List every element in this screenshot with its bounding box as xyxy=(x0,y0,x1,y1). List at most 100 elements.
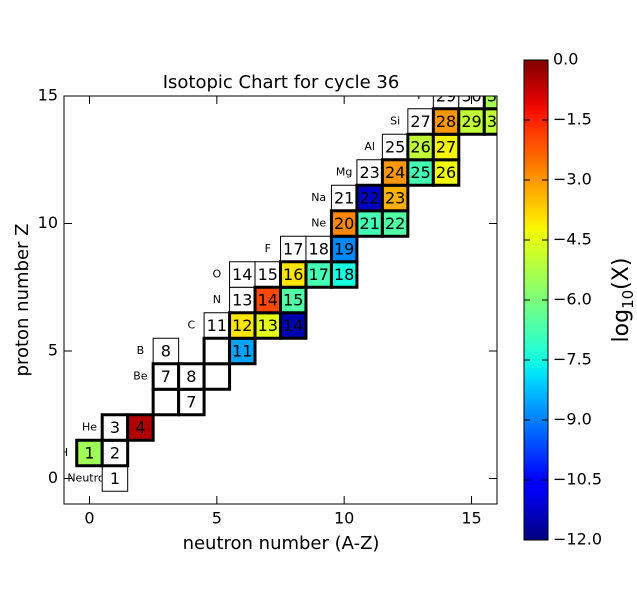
colorbar-tick-label: −12.0 xyxy=(553,530,602,549)
mass-number: 25 xyxy=(410,163,430,182)
nuclide-cell xyxy=(355,183,384,213)
nuclide-cell xyxy=(482,107,497,136)
mass-number: 1 xyxy=(110,469,120,488)
mass-number: 22 xyxy=(359,189,379,208)
y-axis-label: proton number Z xyxy=(12,224,33,377)
mass-number: 8 xyxy=(186,367,196,386)
mass-number: 2 xyxy=(110,444,120,463)
nuclide-cell xyxy=(151,387,181,417)
mass-number: 31 xyxy=(487,87,507,106)
colorbar-label-sub: 10 xyxy=(619,290,637,309)
mass-number: 25 xyxy=(385,138,405,157)
mass-number: 21 xyxy=(334,189,354,208)
element-label: Be xyxy=(133,370,148,383)
nuclide-cell xyxy=(279,285,308,315)
nuclide-cell xyxy=(126,413,155,442)
nuclide-cell xyxy=(406,132,435,162)
mass-number: 13 xyxy=(232,291,252,310)
mass-number: 22 xyxy=(385,214,405,233)
mass-number: 26 xyxy=(410,138,430,157)
mass-number: 7 xyxy=(161,367,171,386)
y-tick-label: 15 xyxy=(38,86,58,105)
colorbar-tick-label: 0.0 xyxy=(553,50,578,69)
plot-frame xyxy=(63,95,498,505)
element-label: B xyxy=(137,344,145,357)
element-label: Si xyxy=(390,115,400,128)
mass-number: 13 xyxy=(258,316,278,335)
element-label: Ne xyxy=(311,217,326,230)
element-label: F xyxy=(265,242,271,255)
x-axis-label: neutron number (A-Z) xyxy=(183,533,380,554)
mass-number: 8 xyxy=(161,342,171,361)
colorbar-label: log10(X) xyxy=(609,258,637,343)
mass-number: 23 xyxy=(385,189,405,208)
element-label: Neutron xyxy=(67,472,111,485)
mass-number: 26 xyxy=(436,163,456,182)
nuclide-cell xyxy=(100,438,130,468)
mass-number: 23 xyxy=(359,163,379,182)
nuclide-cell xyxy=(203,312,231,339)
mass-number: 20 xyxy=(334,214,354,233)
nuclide-cell xyxy=(75,438,104,468)
mass-number: 7 xyxy=(186,393,196,412)
nuclide-cell xyxy=(152,337,180,365)
y-tick-label: 10 xyxy=(38,213,58,232)
nuclide-cell xyxy=(177,362,206,391)
element-label: He xyxy=(82,421,97,434)
mass-number: 28 xyxy=(436,112,456,131)
mass-number: 27 xyxy=(410,112,430,131)
nuclide-cell xyxy=(228,336,257,366)
nuclide-cell xyxy=(202,362,232,391)
mass-number: 16 xyxy=(283,265,303,284)
element-label: Mg xyxy=(336,166,352,179)
mass-number: 14 xyxy=(258,291,278,310)
colorbar-tick-label: −9.0 xyxy=(553,410,592,429)
mass-number: 4 xyxy=(135,418,145,437)
element-label: O xyxy=(212,268,221,281)
element-label: Al xyxy=(364,140,375,153)
mass-number: 3 xyxy=(110,418,120,437)
x-tick-label: 15 xyxy=(461,509,481,528)
mass-number: 19 xyxy=(334,240,354,259)
mass-number: 11 xyxy=(232,342,252,361)
x-tick-label: 0 xyxy=(84,509,94,528)
mass-number: 21 xyxy=(359,214,379,233)
nuclide-cell xyxy=(330,184,358,212)
mass-number: 17 xyxy=(283,240,303,259)
mass-number: 27 xyxy=(436,138,456,157)
nuclide-cell xyxy=(202,336,232,366)
mass-number: 18 xyxy=(334,265,354,284)
element-label: N xyxy=(213,293,221,306)
x-tick-label: 10 xyxy=(334,509,354,528)
mass-number: 11 xyxy=(207,316,227,335)
element-label: Na xyxy=(311,191,326,204)
nuclide-cell xyxy=(253,285,283,315)
nuclide-cell xyxy=(457,107,486,136)
mass-number: 14 xyxy=(232,265,252,284)
nuclide-cell xyxy=(407,108,434,135)
colorbar-tick-label: −10.5 xyxy=(553,470,602,489)
colorbar-label-arg: (X) xyxy=(609,258,634,290)
mass-number: 14 xyxy=(283,316,303,335)
nuclide-cell xyxy=(329,234,359,264)
y-tick-label: 0 xyxy=(48,468,58,487)
nuclide-cell xyxy=(304,260,333,289)
chart-title: Isotopic Chart for cycle 36 xyxy=(163,72,400,93)
mass-number: 15 xyxy=(283,291,303,310)
element-label: C xyxy=(188,319,196,332)
nuclide-cell xyxy=(279,311,308,340)
mass-number: 17 xyxy=(309,265,329,284)
mass-number: 29 xyxy=(436,87,456,106)
element-label: H xyxy=(60,446,68,459)
nuclide-cell xyxy=(431,107,461,136)
nuclide-cell xyxy=(380,209,410,238)
element-label: P xyxy=(417,89,424,102)
colorbar-tick-label: −6.0 xyxy=(553,290,592,309)
colorbar-tick-label: −7.5 xyxy=(553,350,592,369)
plot-area: NeutronHHeLiBeBCNOFNeNaMgAlSiP1811131415… xyxy=(60,87,507,492)
mass-number: 24 xyxy=(385,163,405,182)
mass-number: 29 xyxy=(461,112,481,131)
mass-number: 12 xyxy=(232,316,252,335)
colorbar-label-base: log xyxy=(609,309,634,343)
